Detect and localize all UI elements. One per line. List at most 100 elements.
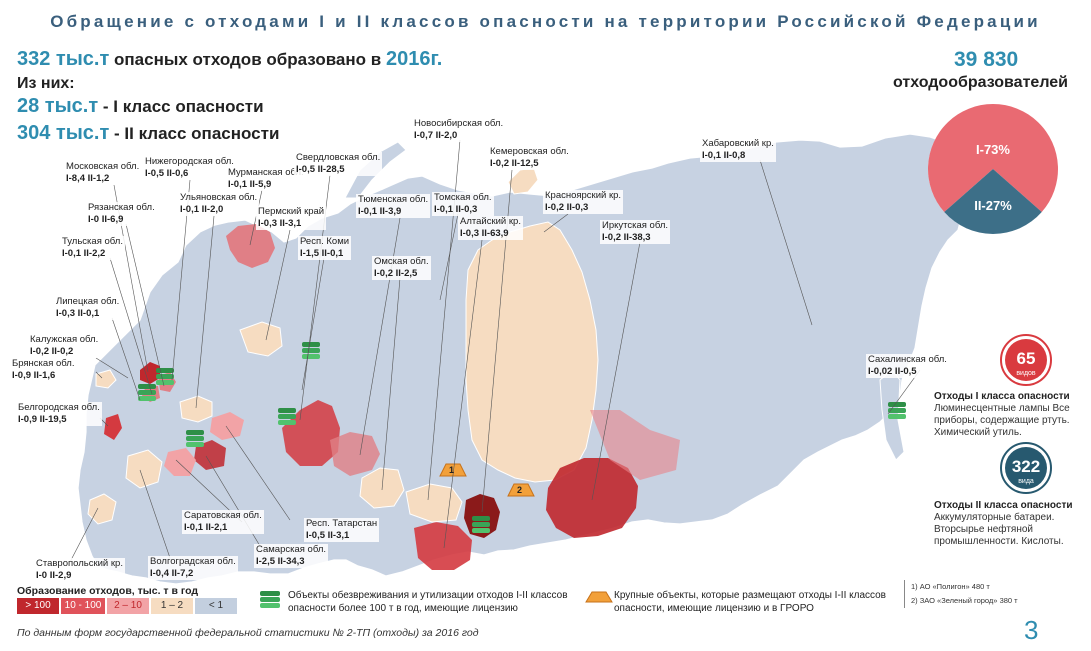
facility-legend-icon xyxy=(260,591,280,608)
region-name: Саратовская обл. xyxy=(184,510,262,521)
region-name: Самарская обл. xyxy=(256,544,327,555)
region-values: I-0,1 II-2,1 xyxy=(184,522,228,533)
region-name: Брянская обл. xyxy=(12,358,75,369)
class1-summary: 28 тыс.т - I класс опасности xyxy=(17,95,264,118)
region-label: Нижегородская обл. I-0,5 II-0,6 xyxy=(143,156,236,180)
class1-value: 28 тыс.т xyxy=(17,95,99,117)
region-label: Томская обл. I-0,1 II-0,3 xyxy=(432,192,494,216)
generators-label: отходообразователей xyxy=(893,74,1068,91)
region-values: I-0,1 II-0,3 xyxy=(434,204,478,215)
region-values: I-0 II-2,9 xyxy=(36,570,72,581)
region-label: Мурманская обл. I-0,1 II-5,9 xyxy=(226,167,306,191)
legend-item-10-100: 10 - 100 xyxy=(61,598,105,614)
region-label: Ставропольский кр. I-0 II-2,9 xyxy=(34,558,125,582)
large-object-notes: 1) АО «Полигон» 480 т 2) ЗАО «Зеленый го… xyxy=(904,580,1018,608)
region-name: Волгоградская обл. xyxy=(150,556,236,567)
large-object-legend-text: Крупные объекты, которые размещают отход… xyxy=(614,590,886,614)
sverdlovsk-region xyxy=(282,400,340,466)
total-value: 332 тыс.т xyxy=(17,48,110,70)
region-name: Ставропольский кр. xyxy=(36,558,123,569)
region-values: I-0,3 II-0,1 xyxy=(56,308,100,319)
region-label: Тюменская обл. I-0,1 II-3,9 xyxy=(356,194,431,218)
region-label: Волгоградская обл. I-0,4 II-7,2 xyxy=(148,556,238,580)
region-label: Кемеровская обл. I-0,2 II-12,5 xyxy=(488,146,571,170)
region-name: Ульяновская обл. xyxy=(180,192,258,203)
region-label: Калужская обл. I-0,2 II-0,2 xyxy=(28,334,101,358)
region-name: Иркутская обл. xyxy=(602,220,669,231)
legend-item-1-2: 1 – 2 xyxy=(151,598,193,614)
region-name: Липецкая обл. xyxy=(56,296,120,307)
large-object-marker-2 xyxy=(507,483,535,497)
region-name: Тульская обл. xyxy=(62,236,123,247)
region-label: Респ. Татарстан I-0,5 II-3,1 xyxy=(304,518,380,542)
region-label: Липецкая обл. I-0,3 II-0,1 xyxy=(54,296,122,320)
region-name: Калужская обл. xyxy=(30,334,99,345)
class2-description: Аккумуляторные батареи. Вторсырье нефтян… xyxy=(934,512,1064,547)
region-values: I-0,9 II-1,6 xyxy=(12,370,56,381)
region-name: Кемеровская обл. xyxy=(490,146,569,157)
irkutsk-gradient xyxy=(590,410,680,480)
region-values: I-0,02 II-0,5 xyxy=(868,366,917,377)
region-name: Нижегородская обл. xyxy=(145,156,234,167)
region-name: Московская обл. xyxy=(66,161,140,172)
legend-title: Образование отходов, тыс. т в год xyxy=(17,585,199,597)
region-values: I-0,5 II-3,1 xyxy=(306,530,350,541)
facility-legend-text: Объекты обезвреживания и утилизации отхо… xyxy=(288,590,568,614)
region-values: I-0,2 II-38,3 xyxy=(602,232,651,243)
region-values: I-0,5 II-0,6 xyxy=(145,168,189,179)
belgorod-region xyxy=(104,414,122,440)
region-values: I-0,1 II-0,8 xyxy=(702,150,746,161)
region-label: Алтайский кр. I-0,3 II-63,9 xyxy=(458,216,523,240)
region-values: I-0,1 II-2,0 xyxy=(180,204,224,215)
region-label: Брянская обл. I-0,9 II-1,6 xyxy=(10,358,77,382)
class2-text: - II класс опасности xyxy=(114,124,280,143)
novosibirsk-region xyxy=(405,483,463,523)
region-name: Респ. Татарстан xyxy=(306,518,378,529)
pie-label-class1: I-73% xyxy=(976,142,1010,157)
region-label: Красноярский кр. I-0,2 II-0,3 xyxy=(543,190,624,214)
region-values: I-0,2 II-0,2 xyxy=(30,346,74,357)
note-1: 1) АО «Полигон» 480 т xyxy=(911,582,990,591)
region-values: I-0,2 II-2,5 xyxy=(374,268,418,279)
region-name: Мурманская обл. xyxy=(228,167,304,178)
region-name: Красноярский кр. xyxy=(545,190,622,201)
region-label: Самарская обл. I-2,5 II-34,3 xyxy=(254,544,329,568)
region-values: I-0,1 II-3,9 xyxy=(358,206,402,217)
total-summary: 332 тыс.т опасных отходов образовано в 2… xyxy=(17,48,442,71)
legend-item-2-10: 2 – 10 xyxy=(107,598,149,614)
severnaya-zemlya xyxy=(507,167,539,195)
region-label: Новосибирская обл. I-0,7 II-2,0 xyxy=(412,118,506,142)
moscow-region xyxy=(140,362,160,384)
page-number: 3 xyxy=(1024,615,1039,645)
region-label: Рязанская обл. I-0 II-6,9 xyxy=(86,202,157,226)
region-name: Рязанская обл. xyxy=(88,202,155,213)
generators-count: 39 830 xyxy=(954,48,1019,71)
year: 2016г. xyxy=(385,48,443,70)
class1-badge: 65 видов xyxy=(1000,334,1052,386)
region-values: I-0,2 II-0,3 xyxy=(545,202,589,213)
region-label: Хабаровский кр. I-0,1 II-0,8 xyxy=(700,138,776,162)
tyumen-region xyxy=(330,432,380,476)
facility-icons xyxy=(138,342,906,533)
region-name: Алтайский кр. xyxy=(460,216,521,227)
class1-count: 65 xyxy=(1017,349,1036,368)
class2-badge: 322 вида xyxy=(1000,442,1052,494)
bryansk-region xyxy=(95,369,117,389)
region-name: Белгородская обл. xyxy=(18,402,100,413)
region-label: Тульская обл. I-0,1 II-2,2 xyxy=(60,236,125,260)
class2-value: 304 тыс.т xyxy=(17,122,110,144)
region-values: I-0,1 II-2,2 xyxy=(62,248,106,259)
source-note: По данным форм государственной федеральн… xyxy=(17,627,479,639)
region-label: Респ. Коми I-1,5 II-0,1 xyxy=(298,236,352,260)
region-name: Хабаровский кр. xyxy=(702,138,774,149)
irkutsk-region xyxy=(546,458,638,538)
pie-label-class2: II-27% xyxy=(974,198,1012,213)
region-label: Саратовская обл. I-0,1 II-2,1 xyxy=(182,510,264,534)
region-values: I-8,4 II-1,2 xyxy=(66,173,110,184)
large-object-legend-icon xyxy=(585,591,613,603)
page-title: Обращение с отходами I и II классов опас… xyxy=(50,12,1041,31)
class1-text: - I класс опасности xyxy=(102,97,264,116)
class-share-pie: I-73% II-27% xyxy=(928,103,1058,234)
class1-title: Отходы I класса опасности xyxy=(934,391,1070,402)
class2-summary: 304 тыс.т - II класс опасности xyxy=(17,122,279,145)
